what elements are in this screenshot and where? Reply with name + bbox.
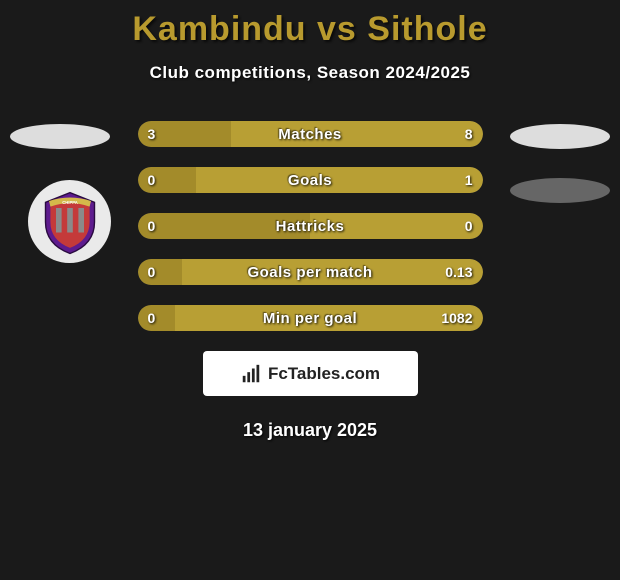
svg-text:CHIPPA: CHIPPA: [62, 199, 78, 204]
bar-matches: 3 Matches 8: [138, 121, 483, 147]
club-crest: CHIPPA: [28, 180, 111, 263]
page-title: Kambindu vs Sithole: [0, 0, 620, 49]
bar-right-value: 8: [465, 121, 473, 147]
bar-right-value: 0: [465, 213, 473, 239]
bar-label: Goals per match: [138, 259, 483, 285]
subtitle: Club competitions, Season 2024/2025: [0, 63, 620, 83]
bar-right-value: 1: [465, 167, 473, 193]
bar-label: Hattricks: [138, 213, 483, 239]
watermark: FcTables.com: [203, 351, 418, 396]
bar-hattricks: 0 Hattricks 0: [138, 213, 483, 239]
bar-goals-per-match: 0 Goals per match 0.13: [138, 259, 483, 285]
comparison-bars: 3 Matches 8 0 Goals 1 0 Hattricks 0 0 Go…: [138, 121, 483, 331]
date: 13 january 2025: [0, 420, 620, 441]
player-left-oval: [10, 124, 110, 149]
player-right-oval-1: [510, 124, 610, 149]
bar-goals: 0 Goals 1: [138, 167, 483, 193]
bar-label: Goals: [138, 167, 483, 193]
bar-label: Min per goal: [138, 305, 483, 331]
player-right-oval-2: [510, 178, 610, 203]
watermark-text: FcTables.com: [268, 364, 380, 384]
chart-icon: [240, 363, 262, 385]
bar-right-value: 0.13: [445, 259, 472, 285]
bar-label: Matches: [138, 121, 483, 147]
bar-right-value: 1082: [441, 305, 472, 331]
bar-min-per-goal: 0 Min per goal 1082: [138, 305, 483, 331]
crest-icon: CHIPPA: [35, 187, 105, 257]
